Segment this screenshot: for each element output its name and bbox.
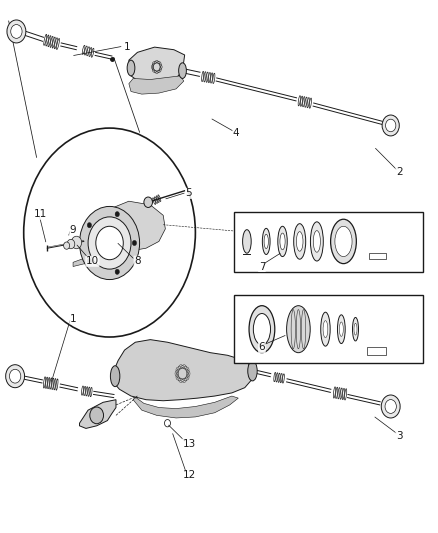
Circle shape xyxy=(165,419,170,427)
Ellipse shape xyxy=(353,318,358,341)
Text: 7: 7 xyxy=(258,262,265,271)
Circle shape xyxy=(96,227,123,260)
Ellipse shape xyxy=(179,63,187,78)
Circle shape xyxy=(132,240,137,246)
Circle shape xyxy=(382,115,399,136)
Polygon shape xyxy=(133,396,238,418)
Ellipse shape xyxy=(321,312,330,346)
Circle shape xyxy=(385,119,396,132)
Text: 1: 1 xyxy=(70,314,76,324)
Circle shape xyxy=(385,400,396,414)
Ellipse shape xyxy=(278,227,287,256)
Bar xyxy=(234,212,423,272)
Circle shape xyxy=(71,236,81,249)
Circle shape xyxy=(64,242,70,249)
Ellipse shape xyxy=(339,322,343,336)
Ellipse shape xyxy=(323,321,328,338)
Text: 10: 10 xyxy=(86,256,99,266)
Text: 1: 1 xyxy=(124,42,130,52)
Text: 11: 11 xyxy=(34,209,47,219)
Text: 5: 5 xyxy=(186,188,192,198)
Circle shape xyxy=(7,20,26,43)
Ellipse shape xyxy=(354,324,357,335)
Text: 2: 2 xyxy=(396,167,403,177)
Polygon shape xyxy=(79,400,116,429)
Ellipse shape xyxy=(253,313,271,345)
Ellipse shape xyxy=(335,227,352,256)
Ellipse shape xyxy=(248,361,257,381)
Text: 8: 8 xyxy=(134,256,141,266)
Circle shape xyxy=(90,407,103,424)
Circle shape xyxy=(144,197,152,207)
Circle shape xyxy=(88,217,131,269)
Text: 9: 9 xyxy=(70,225,76,235)
Ellipse shape xyxy=(280,233,285,250)
Text: 6: 6 xyxy=(258,343,265,352)
Polygon shape xyxy=(113,340,253,401)
Circle shape xyxy=(381,395,400,418)
Ellipse shape xyxy=(331,219,357,264)
Text: 13: 13 xyxy=(182,439,196,449)
Bar xyxy=(369,253,386,259)
Ellipse shape xyxy=(297,232,303,251)
Circle shape xyxy=(10,369,21,383)
Ellipse shape xyxy=(311,222,323,261)
Ellipse shape xyxy=(264,234,268,248)
Circle shape xyxy=(87,258,92,263)
Polygon shape xyxy=(129,76,184,94)
Bar xyxy=(367,348,386,356)
Text: 12: 12 xyxy=(182,471,196,480)
Polygon shape xyxy=(129,47,185,86)
Circle shape xyxy=(115,212,120,217)
Ellipse shape xyxy=(127,60,135,76)
Circle shape xyxy=(11,25,22,38)
Circle shape xyxy=(87,223,92,228)
Text: 4: 4 xyxy=(233,128,240,138)
Polygon shape xyxy=(110,201,166,251)
Ellipse shape xyxy=(110,366,120,386)
Ellipse shape xyxy=(286,306,310,353)
Circle shape xyxy=(115,269,120,274)
Text: 3: 3 xyxy=(396,431,403,441)
Ellipse shape xyxy=(337,315,345,344)
Ellipse shape xyxy=(313,231,321,252)
Circle shape xyxy=(67,239,75,249)
Ellipse shape xyxy=(294,224,306,259)
Bar xyxy=(234,295,423,363)
Ellipse shape xyxy=(243,230,251,253)
Ellipse shape xyxy=(262,228,270,254)
Circle shape xyxy=(6,365,25,387)
Ellipse shape xyxy=(249,306,275,353)
Polygon shape xyxy=(73,248,131,266)
Circle shape xyxy=(79,206,140,280)
